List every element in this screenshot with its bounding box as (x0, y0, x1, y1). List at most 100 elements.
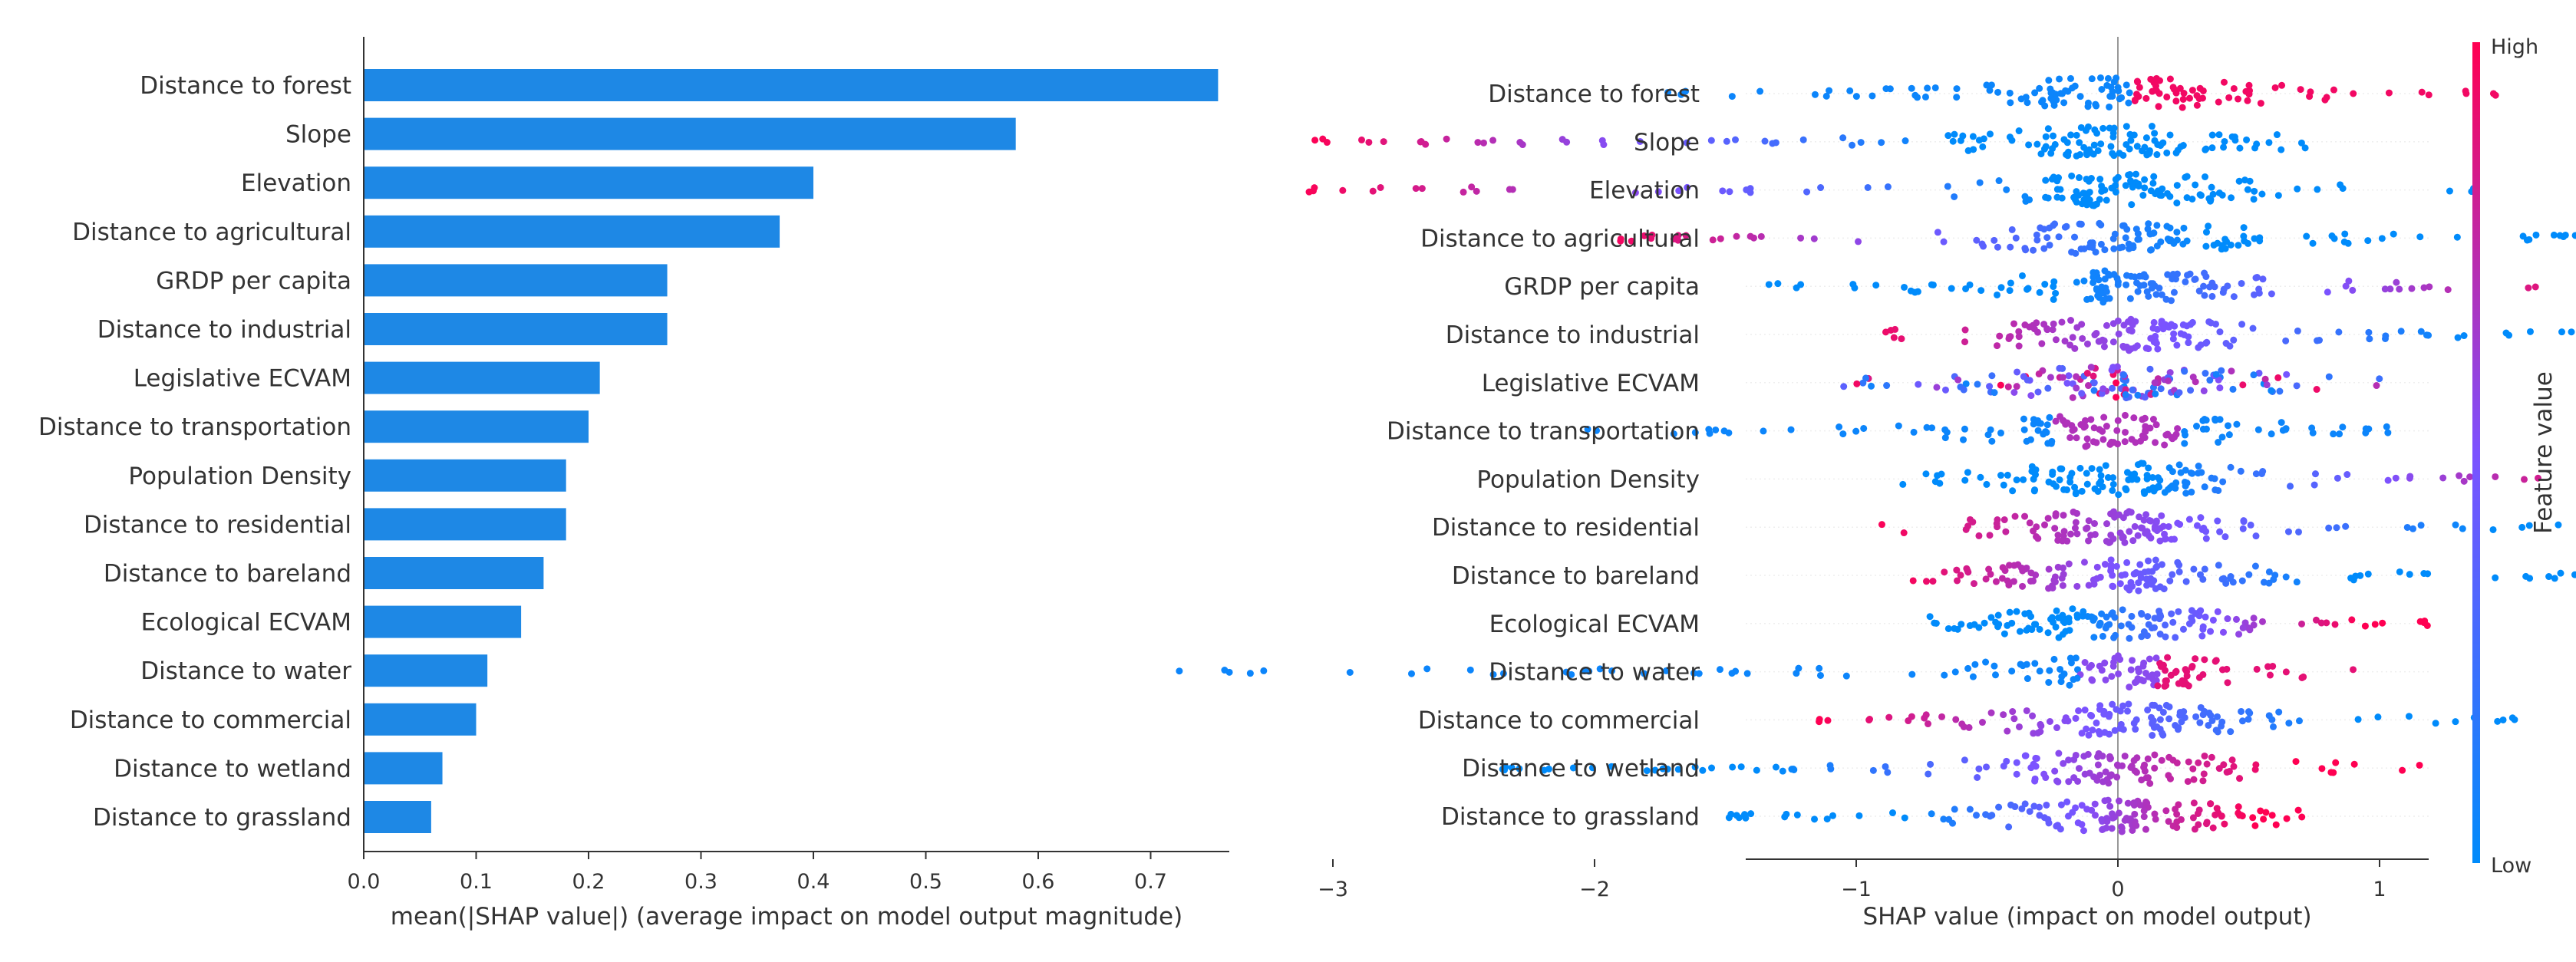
beeswarm-point (2403, 523, 2411, 531)
beeswarm-point (2122, 281, 2130, 288)
beeswarm-point (2218, 812, 2225, 820)
beeswarm-point (2122, 386, 2129, 394)
beeswarm-point (2374, 713, 2382, 721)
beeswarm-point (2135, 579, 2142, 587)
beeswarm-point (2023, 437, 2030, 445)
beeswarm-point (2054, 532, 2062, 539)
beeswarm-point (2142, 825, 2149, 833)
beeswarm-point (2228, 194, 2235, 202)
beeswarm-point (1986, 532, 1994, 539)
beeswarm-point (2097, 140, 2105, 148)
beeswarm-point (2376, 375, 2383, 383)
beeswarm-point (2147, 280, 2155, 288)
beeswarm-point (2126, 295, 2134, 302)
beeswarm-row (1765, 267, 2539, 306)
beeswarm-point (2083, 725, 2090, 733)
beeswarm-point (2034, 535, 2042, 542)
beeswarm-point (2013, 476, 2020, 484)
beeswarm-point (2171, 433, 2179, 441)
beeswarm-point (2091, 485, 2099, 493)
beeswarm-point (2027, 392, 2035, 400)
beeswarm-point (2142, 428, 2149, 436)
beeswarm-point (2229, 578, 2237, 586)
beeswarm-point (2054, 536, 2062, 544)
beeswarm-point (1872, 282, 1880, 289)
beeswarm-point (2054, 822, 2062, 829)
beeswarm-point (1961, 338, 1969, 346)
beeswarm-point (2492, 91, 2499, 99)
beeswarm-point (1900, 529, 1908, 537)
beeswarm-point (2135, 180, 2142, 188)
beeswarm-point (2098, 182, 2106, 189)
beeswarm-point (1866, 716, 1874, 723)
beeswarm-point (2002, 528, 2010, 535)
beeswarm-point (2169, 271, 2177, 278)
beeswarm-point (1803, 188, 1811, 196)
beeswarm-point (2149, 671, 2156, 679)
beeswarm-point (2152, 439, 2159, 446)
beeswarm-point (1816, 664, 1823, 672)
beeswarm-point (2023, 707, 2030, 714)
beeswarm-point (2112, 188, 2119, 196)
beeswarm-point (2090, 424, 2098, 432)
bar-category-label: Population Density (128, 463, 351, 490)
beeswarm-point (2151, 751, 2159, 759)
beeswarm-point (2052, 512, 2060, 519)
beeswarm-point (2295, 528, 2303, 535)
beeswarm-point (2176, 84, 2184, 92)
beeswarm-point (2134, 288, 2142, 295)
beeswarm-point (2224, 422, 2231, 430)
beeswarm-point (2252, 470, 2260, 478)
beeswarm-point (2460, 332, 2468, 340)
beeswarm-point (2140, 813, 2148, 821)
beeswarm-point (2230, 84, 2238, 92)
beeswarm-point (2196, 571, 2204, 578)
beeswarm-point (2149, 484, 2157, 492)
beeswarm-point (2379, 619, 2386, 627)
beeswarm-point (1958, 621, 1965, 628)
beeswarm-point (2085, 537, 2093, 545)
beeswarm-point (2149, 180, 2157, 187)
beeswarm-point (1811, 815, 1819, 823)
beeswarm-point (2525, 236, 2533, 243)
beeswarm-point (2053, 96, 2060, 104)
beeswarm-point (2099, 778, 2107, 786)
beeswarm-point (1691, 429, 1699, 437)
beeswarm-point (2141, 394, 2149, 401)
beeswarm-point (2119, 243, 2126, 251)
beeswarm-point (2005, 562, 2013, 569)
beeswarm-point (2154, 682, 2162, 690)
beeswarm-point (2140, 282, 2148, 289)
beeswarm-point (2494, 717, 2502, 725)
beeswarm-point (1922, 578, 1930, 585)
beeswarm-point (2099, 753, 2106, 760)
beeswarm-point (2283, 371, 2291, 378)
beeswarm-point (2236, 144, 2244, 152)
beeswarm-point (2211, 283, 2218, 291)
beeswarm-x-tick-label: 0 (2111, 878, 2124, 901)
beeswarm-point (2185, 94, 2193, 102)
beeswarm-point (2535, 474, 2542, 482)
beeswarm-point (2126, 634, 2133, 642)
beeswarm-point (1737, 763, 1745, 771)
beeswarm-point (2127, 578, 2135, 586)
beeswarm-point (2054, 563, 2062, 571)
beeswarm-point (2263, 381, 2271, 389)
beeswarm-point (2245, 571, 2253, 578)
beeswarm-point (2128, 612, 2136, 620)
beeswarm-point (2371, 621, 2379, 628)
beeswarm-point (2216, 416, 2224, 423)
beeswarm-point (2225, 767, 2233, 775)
beeswarm-point (2109, 486, 2116, 494)
beeswarm-point (2236, 775, 2244, 782)
bar-category-label: Distance to grassland (93, 804, 351, 832)
beeswarm-point (2089, 273, 2097, 281)
beeswarm-point (2163, 93, 2171, 100)
beeswarm-point (1684, 183, 1691, 191)
beeswarm-point (2251, 144, 2259, 152)
beeswarm-point (2164, 430, 2172, 438)
beeswarm-point (1931, 84, 1939, 91)
beeswarm-point (2176, 708, 2184, 716)
beeswarm-point (2089, 242, 2096, 249)
beeswarm-point (2109, 480, 2117, 488)
